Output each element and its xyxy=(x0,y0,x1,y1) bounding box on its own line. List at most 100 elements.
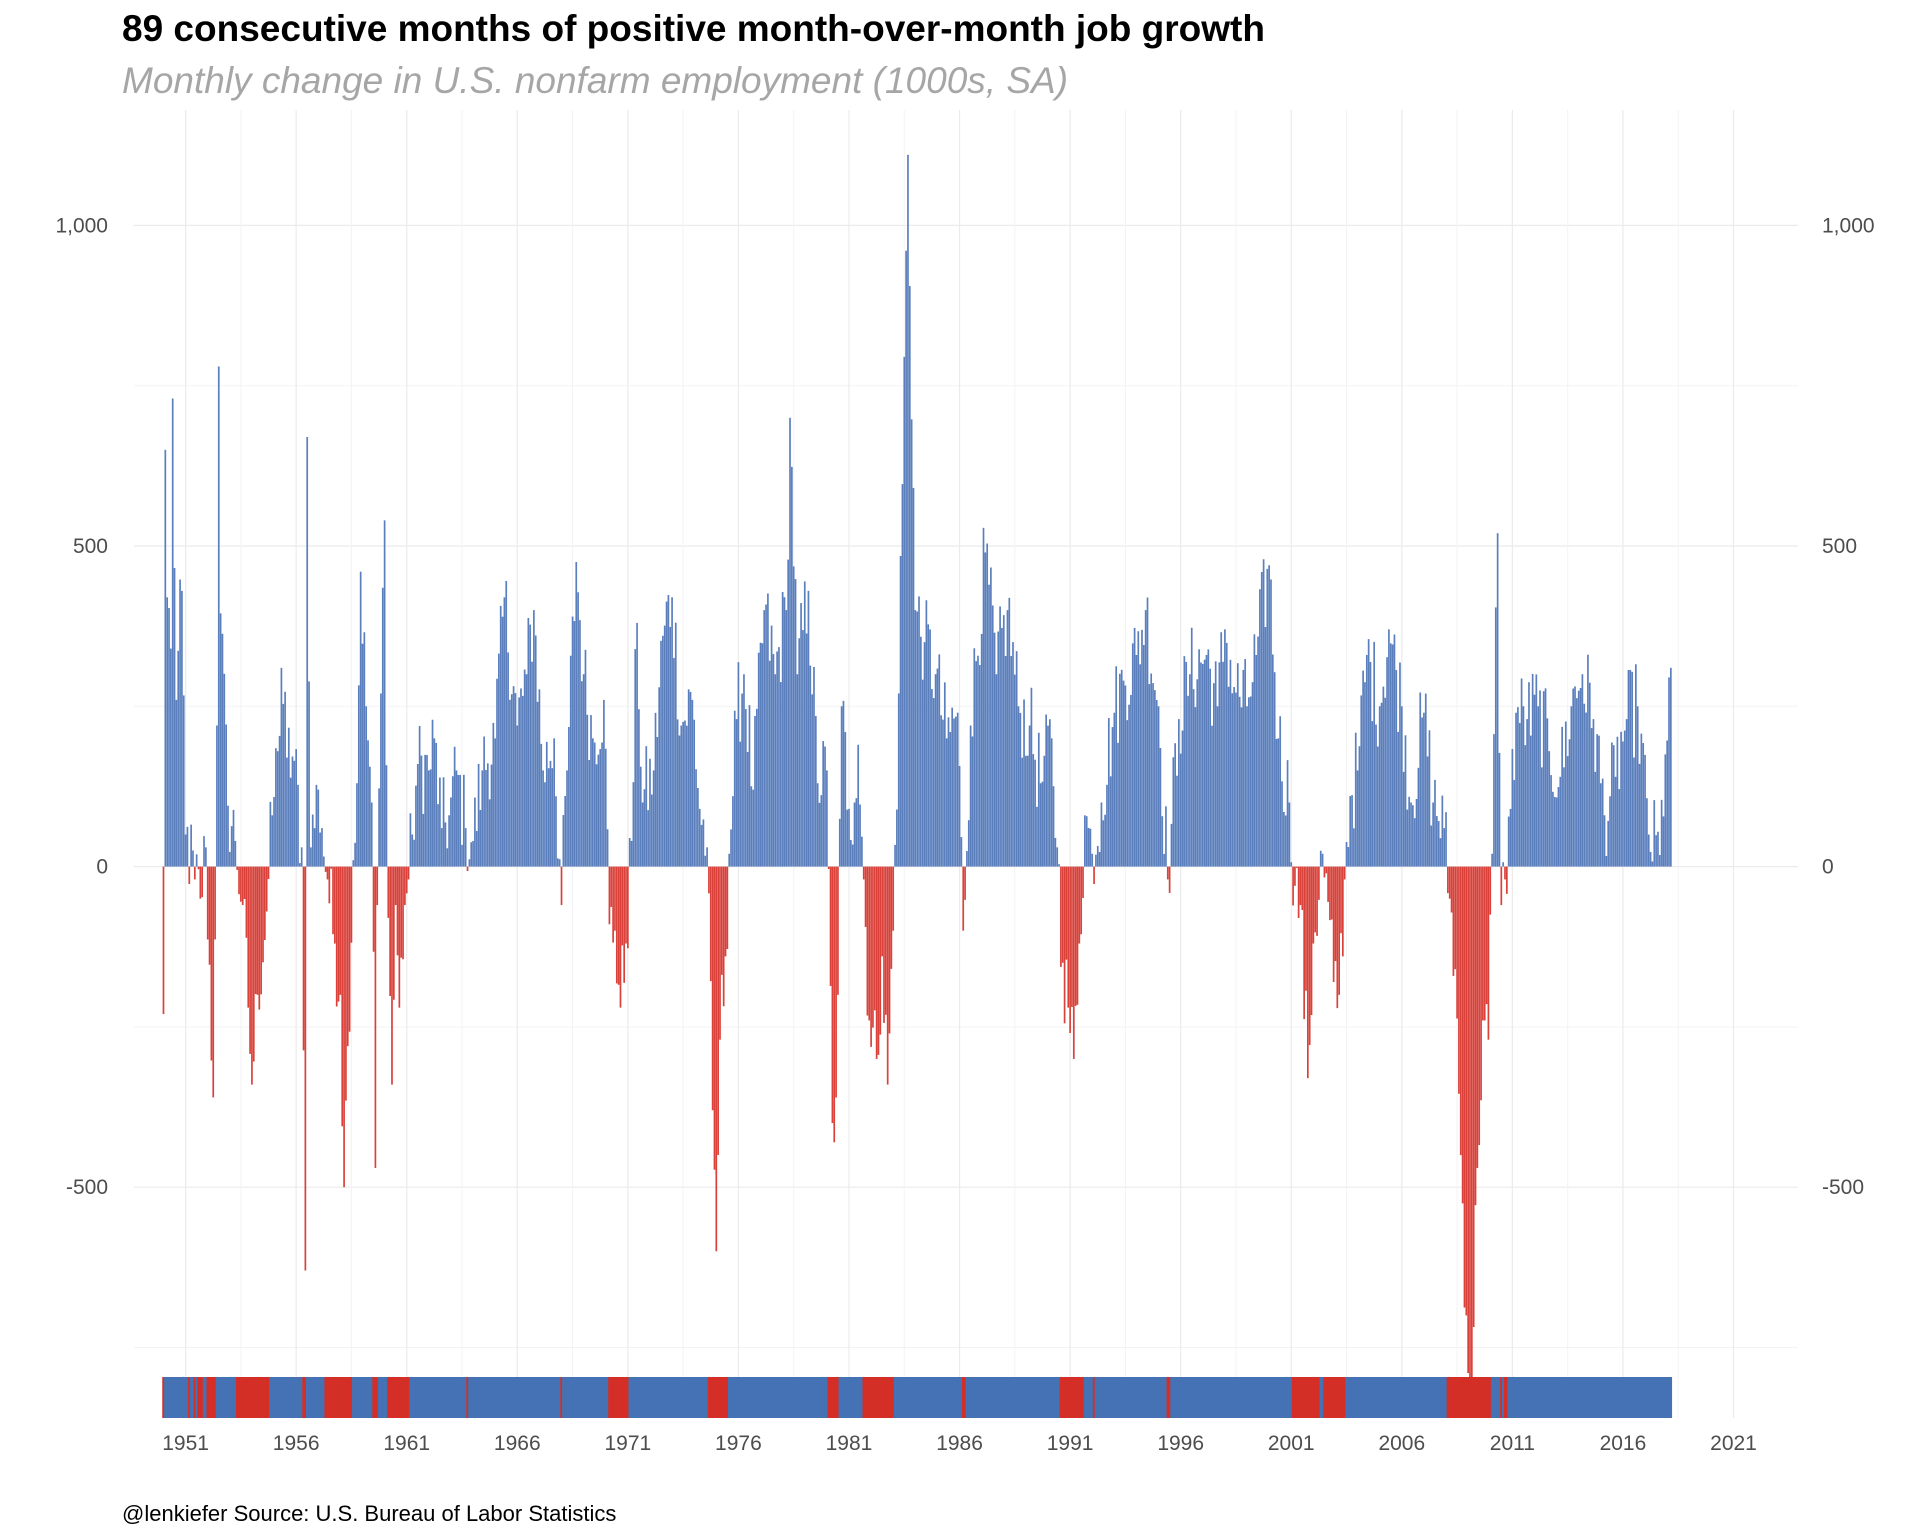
bar xyxy=(761,643,764,867)
strip-cell xyxy=(1188,1377,1192,1418)
bar xyxy=(881,866,884,957)
strip-cell xyxy=(291,1377,294,1418)
bar xyxy=(1253,634,1256,867)
strip-cell xyxy=(969,1377,972,1418)
strip-cell xyxy=(700,1377,703,1418)
bar xyxy=(1279,716,1282,867)
bar xyxy=(1131,643,1134,867)
bar xyxy=(997,631,1000,867)
bar xyxy=(663,625,666,867)
bar xyxy=(1456,866,1458,1019)
strip-cell xyxy=(709,1377,713,1418)
strip-cell xyxy=(1498,1377,1501,1418)
bar xyxy=(774,674,777,867)
bar xyxy=(1089,828,1092,867)
strip-cell xyxy=(987,1377,991,1418)
bar xyxy=(615,866,618,984)
bar xyxy=(1262,559,1265,867)
strip-cell xyxy=(462,1377,466,1418)
bar xyxy=(1318,866,1320,900)
bar xyxy=(923,642,926,867)
bar xyxy=(912,487,915,867)
bar xyxy=(1224,629,1226,867)
strip-cell xyxy=(1315,1377,1319,1418)
strip-cell xyxy=(899,1377,902,1418)
bar xyxy=(164,449,167,867)
bar xyxy=(698,808,701,867)
strip-cell xyxy=(932,1377,935,1418)
bar xyxy=(750,786,753,867)
strip-cell xyxy=(1472,1377,1475,1418)
bar xyxy=(1642,743,1645,867)
strip-cell xyxy=(431,1377,434,1418)
bar xyxy=(1622,741,1624,867)
bar xyxy=(579,620,581,867)
bar xyxy=(190,824,192,867)
strip-cell xyxy=(1647,1377,1650,1418)
bar xyxy=(1100,802,1103,867)
strip-cell xyxy=(774,1377,777,1418)
x-tick-label: 2021 xyxy=(1710,1432,1757,1455)
bar xyxy=(1662,816,1665,867)
bar xyxy=(1168,866,1171,893)
bar xyxy=(300,847,303,867)
bar xyxy=(1594,771,1597,867)
bar xyxy=(593,742,596,867)
strip-cell xyxy=(621,1377,624,1418)
strip-cell xyxy=(973,1377,976,1418)
strip-cell xyxy=(514,1377,517,1418)
bar xyxy=(1461,866,1464,1204)
bar xyxy=(569,655,572,867)
bar xyxy=(437,804,439,867)
bar xyxy=(291,756,294,867)
bar xyxy=(960,837,963,867)
strip-cell xyxy=(490,1377,493,1418)
strip-cell xyxy=(1518,1377,1521,1418)
bar xyxy=(1417,767,1420,867)
strip-cell xyxy=(1218,1377,1221,1418)
strip-cell xyxy=(411,1377,414,1418)
strip-cell xyxy=(538,1377,541,1418)
strip-cell xyxy=(634,1377,637,1418)
bar xyxy=(1072,866,1075,1059)
bar xyxy=(1395,670,1398,867)
bar xyxy=(693,719,696,867)
bar xyxy=(921,679,924,867)
strip-cell xyxy=(1231,1377,1234,1418)
strip-cell xyxy=(652,1377,655,1418)
strip-cell xyxy=(995,1377,998,1418)
strip-cell xyxy=(228,1377,232,1418)
bar xyxy=(560,866,563,906)
y-tick-label-right: 0 xyxy=(1822,856,1834,879)
strip-cell xyxy=(1507,1377,1510,1418)
bar xyxy=(920,636,922,867)
strip-cell xyxy=(674,1377,677,1418)
bar xyxy=(870,866,872,1047)
strip-cell xyxy=(169,1377,173,1418)
strip-cell xyxy=(1653,1377,1656,1418)
bar xyxy=(440,828,443,867)
bar xyxy=(302,866,305,1051)
strip-cell xyxy=(928,1377,932,1418)
bar xyxy=(429,769,432,867)
strip-cell xyxy=(217,1377,220,1418)
strip-cell xyxy=(204,1377,208,1418)
bar xyxy=(1356,770,1359,867)
bar xyxy=(796,674,799,867)
strip-cell xyxy=(1341,1377,1345,1418)
strip-cell xyxy=(762,1377,766,1418)
strip-cell xyxy=(1227,1377,1230,1418)
strip-cell xyxy=(350,1377,353,1418)
strip-cell xyxy=(175,1377,178,1418)
strip-cell xyxy=(805,1377,808,1418)
bar xyxy=(1187,695,1189,867)
strip-cell xyxy=(464,1377,467,1418)
strip-cell xyxy=(536,1377,539,1418)
bar xyxy=(223,673,226,867)
bar xyxy=(1176,775,1178,867)
bar xyxy=(586,714,589,867)
bar xyxy=(1006,610,1009,867)
strip-cell xyxy=(565,1377,569,1418)
strip-cell xyxy=(551,1377,554,1418)
bar xyxy=(1163,853,1165,867)
